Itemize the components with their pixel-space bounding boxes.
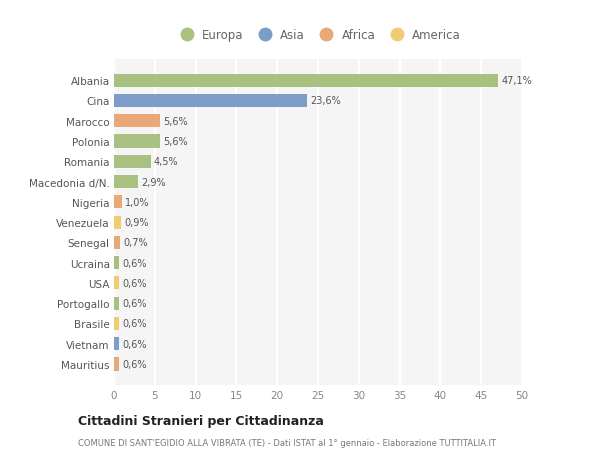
Bar [114,156,151,168]
Bar [114,95,307,108]
Text: 5,6%: 5,6% [163,117,188,127]
Bar [114,115,160,128]
Text: 1,0%: 1,0% [125,197,150,207]
Bar [114,216,121,229]
Text: 47,1%: 47,1% [502,76,532,86]
Bar [114,297,119,310]
Text: Cittadini Stranieri per Cittadinanza: Cittadini Stranieri per Cittadinanza [78,414,324,428]
Bar [114,74,499,88]
Bar [114,135,160,148]
Text: COMUNE DI SANT’EGIDIO ALLA VIBRATA (TE) - Dati ISTAT al 1° gennaio - Elaborazion: COMUNE DI SANT’EGIDIO ALLA VIBRATA (TE) … [78,438,496,447]
Bar [114,176,137,189]
Bar [114,236,120,249]
Bar [114,337,119,351]
Text: 0,6%: 0,6% [122,319,146,329]
Text: 4,5%: 4,5% [154,157,179,167]
Text: 2,9%: 2,9% [141,177,166,187]
Text: 0,6%: 0,6% [122,359,146,369]
Bar [114,277,119,290]
Text: 23,6%: 23,6% [310,96,341,106]
Bar [114,196,122,209]
Bar [114,257,119,269]
Text: 5,6%: 5,6% [163,137,188,147]
Bar [114,358,119,371]
Legend: Europa, Asia, Africa, America: Europa, Asia, Africa, America [173,27,463,44]
Text: 0,6%: 0,6% [122,298,146,308]
Bar [114,317,119,330]
Text: 0,6%: 0,6% [122,258,146,268]
Text: 0,7%: 0,7% [123,238,148,248]
Text: 0,6%: 0,6% [122,278,146,288]
Text: 0,6%: 0,6% [122,339,146,349]
Text: 0,9%: 0,9% [125,218,149,228]
